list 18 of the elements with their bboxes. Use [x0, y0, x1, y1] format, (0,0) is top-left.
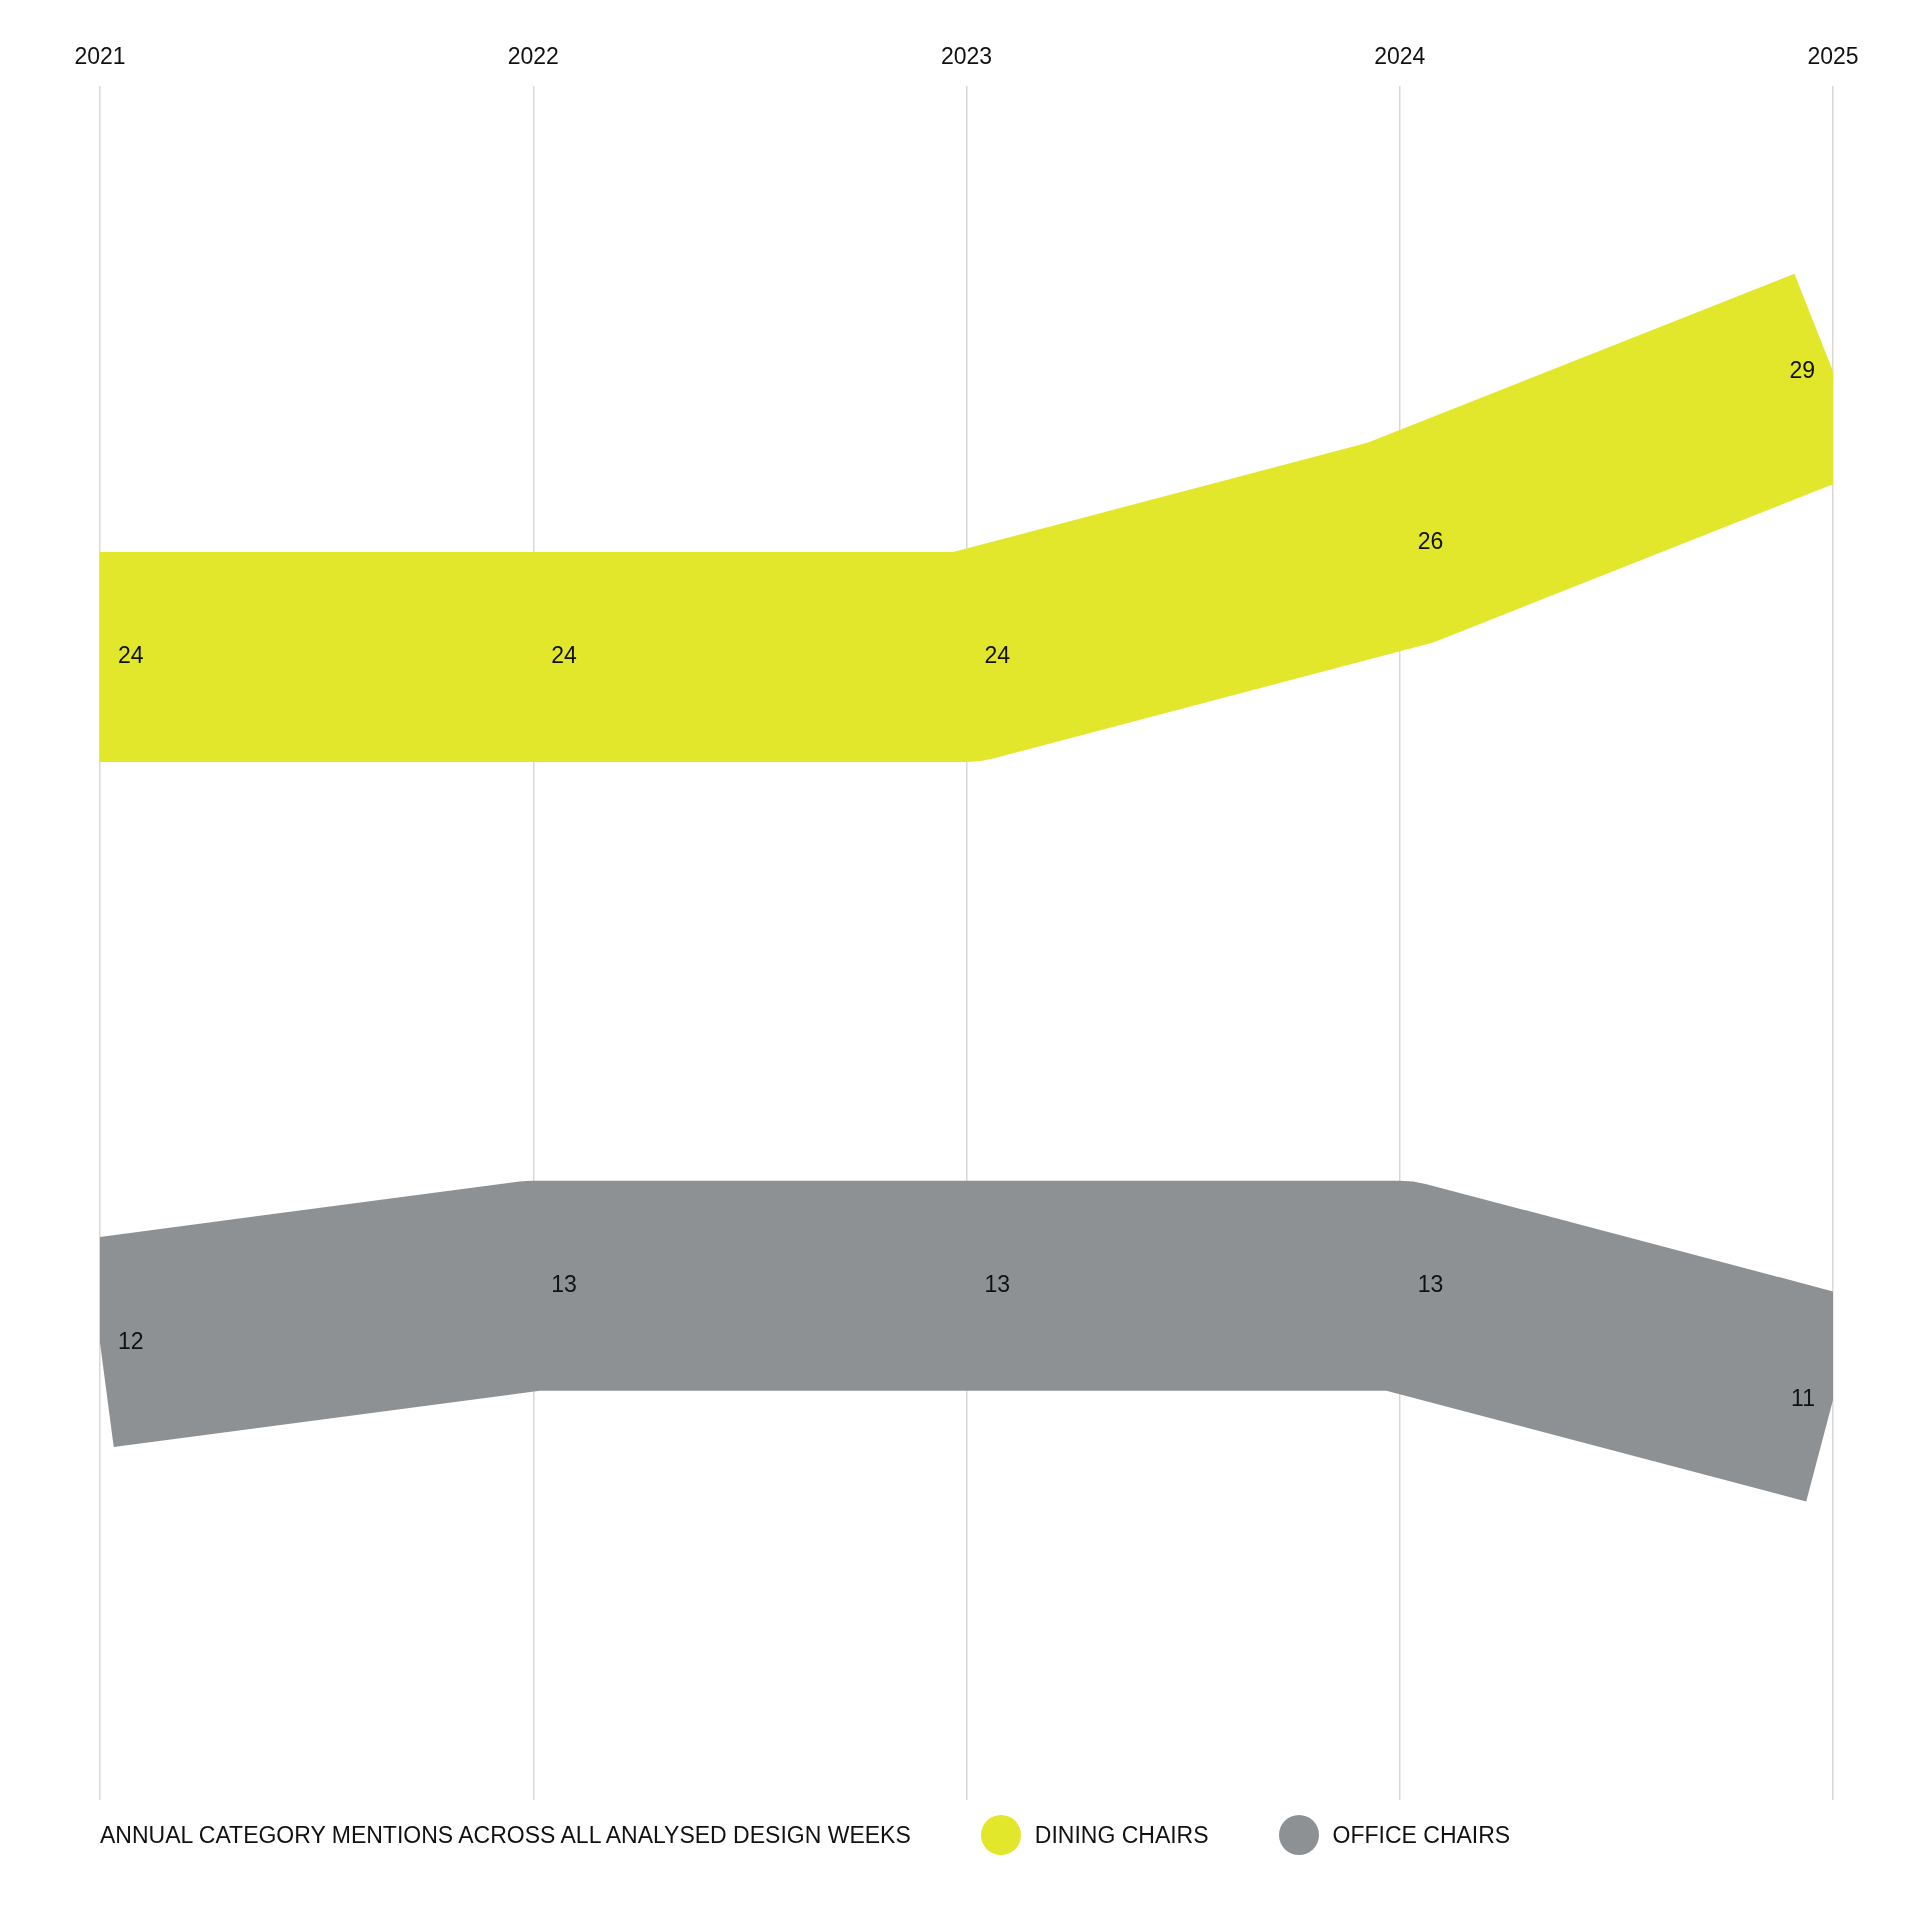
data-label: 13: [984, 1271, 1011, 1298]
data-label: 24: [118, 642, 144, 669]
x-tick-label: 2024: [1374, 43, 1426, 70]
data-label: 13: [1417, 1271, 1444, 1298]
data-label: 12: [118, 1328, 144, 1355]
x-tick-label: 2025: [1807, 43, 1859, 70]
data-label: 11: [1791, 1385, 1815, 1412]
text: ANNUAL CATEGORY MENTIONS ACROSS ALL ANALYSED DESIGN WEEKS: [100, 1821, 911, 1849]
data-label: 13: [551, 1271, 577, 1298]
data-label: 24: [551, 642, 578, 669]
data-label: 24: [984, 642, 1011, 669]
x-tick-label: 2021: [74, 43, 126, 70]
legend-label: DINING CHAIRS: [1034, 1821, 1209, 1849]
data-label: 26: [1417, 528, 1444, 555]
x-tick-label: 2023: [940, 43, 993, 70]
legend-label: OFFICE CHAIRS: [1332, 1821, 1511, 1849]
x-tick-label: 2022: [507, 43, 559, 70]
data-label: 29: [1789, 356, 1815, 383]
